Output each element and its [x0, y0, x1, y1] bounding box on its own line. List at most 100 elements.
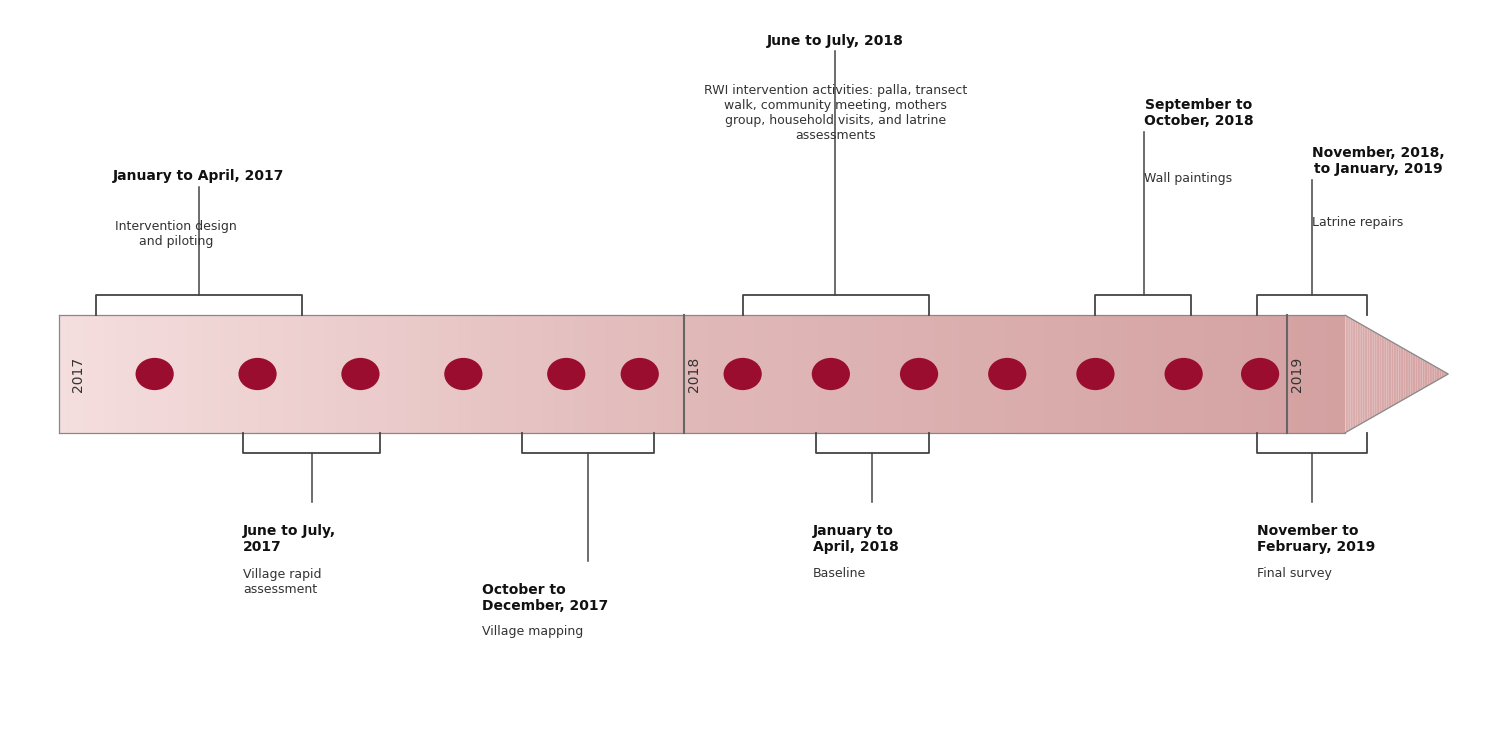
Bar	[548, 316, 555, 432]
Bar	[555, 316, 561, 432]
Bar	[432, 316, 438, 432]
Polygon shape	[1424, 361, 1426, 387]
Bar	[998, 316, 1005, 432]
Bar	[1114, 316, 1120, 432]
Text: 2017: 2017	[70, 357, 86, 391]
Bar	[915, 316, 921, 432]
Bar	[1204, 316, 1210, 432]
Bar	[1320, 316, 1326, 432]
Polygon shape	[1418, 356, 1419, 392]
Bar	[843, 316, 850, 432]
Bar	[123, 316, 130, 432]
Bar	[188, 316, 194, 432]
Bar	[1005, 316, 1011, 432]
Bar	[940, 316, 946, 432]
Bar	[586, 316, 592, 432]
Polygon shape	[1366, 327, 1368, 421]
Bar	[1275, 316, 1281, 432]
Bar	[567, 316, 573, 432]
Bar	[258, 316, 266, 432]
Bar	[747, 316, 753, 432]
Polygon shape	[1378, 334, 1380, 414]
Bar	[362, 316, 368, 432]
Text: Village mapping: Village mapping	[483, 625, 584, 638]
Polygon shape	[1398, 346, 1400, 402]
Text: 2019: 2019	[1290, 356, 1304, 392]
Bar	[908, 316, 915, 432]
Bar	[342, 316, 348, 432]
Bar	[862, 316, 870, 432]
Bar	[232, 316, 238, 432]
Polygon shape	[1350, 319, 1352, 429]
Bar	[413, 316, 420, 432]
Bar	[458, 316, 465, 432]
Polygon shape	[1347, 316, 1348, 432]
Bar	[722, 316, 728, 432]
Text: January to
April, 2018: January to April, 2018	[813, 524, 898, 554]
Bar	[818, 316, 825, 432]
Polygon shape	[1412, 354, 1414, 394]
Polygon shape	[1395, 343, 1396, 405]
Bar	[465, 316, 471, 432]
Polygon shape	[1420, 358, 1422, 390]
Text: Wall paintings: Wall paintings	[1144, 173, 1232, 186]
Ellipse shape	[444, 358, 483, 390]
Polygon shape	[1426, 361, 1428, 387]
Polygon shape	[1431, 364, 1432, 384]
Bar	[156, 316, 162, 432]
Ellipse shape	[988, 358, 1026, 390]
Bar	[182, 316, 188, 432]
Bar	[536, 316, 542, 432]
Ellipse shape	[1164, 358, 1203, 390]
Bar	[772, 316, 780, 432]
Bar	[496, 316, 502, 432]
Bar	[1132, 316, 1140, 432]
Polygon shape	[1422, 359, 1424, 389]
Polygon shape	[1396, 345, 1398, 403]
Polygon shape	[1414, 355, 1416, 393]
Bar	[356, 316, 362, 432]
Ellipse shape	[812, 358, 850, 390]
Bar	[58, 316, 66, 432]
Bar	[374, 316, 381, 432]
Bar	[760, 316, 766, 432]
Bar	[573, 316, 580, 432]
Bar	[946, 316, 952, 432]
Bar	[966, 316, 972, 432]
Bar	[1294, 316, 1300, 432]
Bar	[387, 316, 393, 432]
Polygon shape	[1408, 352, 1410, 396]
Bar	[1236, 316, 1242, 432]
Bar	[130, 316, 136, 432]
Polygon shape	[1400, 346, 1402, 402]
Polygon shape	[1364, 326, 1366, 422]
Bar	[696, 316, 702, 432]
Bar	[66, 316, 72, 432]
Bar	[1210, 316, 1216, 432]
Bar	[831, 316, 837, 432]
Bar	[78, 316, 86, 432]
Bar	[1230, 316, 1236, 432]
Bar	[503, 316, 510, 432]
Text: June to July,
2017: June to July, 2017	[243, 524, 336, 554]
Bar	[952, 316, 960, 432]
Polygon shape	[1438, 368, 1440, 380]
Bar	[882, 316, 888, 432]
Text: November to
February, 2019: November to February, 2019	[1257, 524, 1376, 554]
Bar	[933, 316, 940, 432]
Bar	[741, 316, 747, 432]
Bar	[1281, 316, 1287, 432]
Bar	[702, 316, 708, 432]
Bar	[336, 316, 342, 432]
Bar	[766, 316, 772, 432]
Bar	[266, 316, 272, 432]
Bar	[896, 316, 902, 432]
Bar	[792, 316, 798, 432]
Polygon shape	[1376, 333, 1378, 415]
Bar	[870, 316, 876, 432]
Bar	[1185, 316, 1191, 432]
Bar	[1088, 316, 1095, 432]
Bar	[238, 316, 246, 432]
Bar	[1036, 316, 1042, 432]
Bar	[111, 316, 117, 432]
